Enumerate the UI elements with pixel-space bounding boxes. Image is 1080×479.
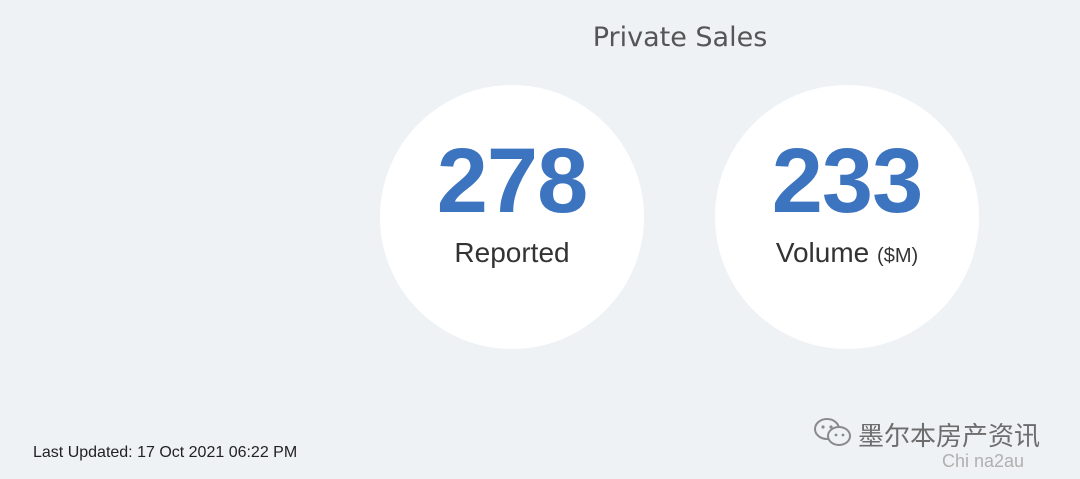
- stat-card: 233 Volume ($M): [715, 85, 979, 349]
- stat-value: 233: [771, 130, 924, 232]
- stat-unit: ($M): [877, 245, 919, 267]
- stat-value: 278: [436, 130, 589, 232]
- stat-label: Volume ($M): [715, 237, 979, 269]
- last-updated: Last Updated: 17 Oct 2021 06:22 PM: [33, 444, 298, 461]
- stat-label: Reported: [380, 237, 644, 269]
- stat-label-text: Reported: [454, 237, 570, 268]
- watermark-name: 墨尔本房产资讯: [858, 421, 1041, 451]
- watermark-id: Chi na2au: [942, 451, 1025, 471]
- title: Private Sales: [592, 22, 768, 53]
- wechat-icon: [814, 418, 851, 446]
- stat-label-text: Volume: [775, 237, 870, 268]
- stat-card: 278 Reported: [380, 85, 644, 349]
